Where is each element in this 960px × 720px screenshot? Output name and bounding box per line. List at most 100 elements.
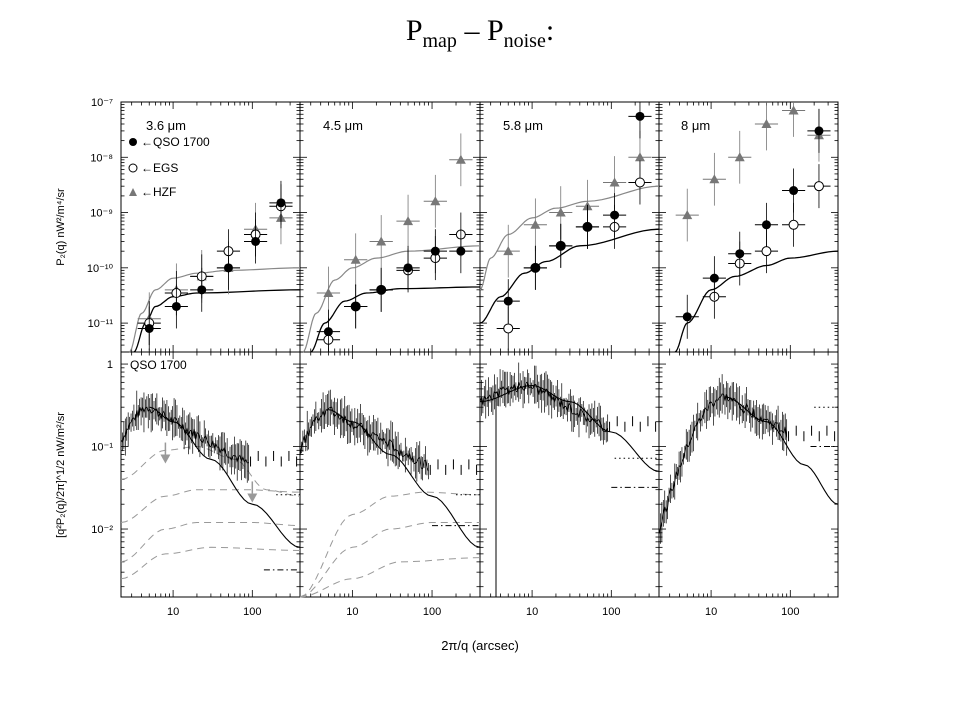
qso-point <box>351 301 361 311</box>
dashed-component-curve <box>299 491 481 598</box>
hzf-point <box>634 152 645 162</box>
qso-point <box>635 111 645 121</box>
y-tick-label: 10⁻⁷ <box>91 97 113 109</box>
egs-point <box>503 323 514 334</box>
hzf-point <box>376 236 387 246</box>
x-tick-label: 100 <box>602 606 620 618</box>
hzf-point <box>455 154 466 164</box>
panel-frames <box>120 101 839 598</box>
hzf-point <box>503 246 514 256</box>
y-tick-label: 10⁻² <box>91 524 113 536</box>
dashed-component-curve <box>120 546 301 580</box>
hzf-point <box>709 174 720 184</box>
wavelength-label: 3.6 μm <box>146 118 186 133</box>
legend-marker-egs <box>128 163 138 173</box>
model-curve <box>149 406 301 548</box>
qso-point <box>144 323 154 333</box>
wavelength-label: 5.8 μm <box>503 118 543 133</box>
qso-point <box>430 246 440 256</box>
model-curve-black <box>674 250 839 353</box>
qso-point <box>789 186 799 196</box>
qso-point <box>530 263 540 273</box>
qso-point <box>556 241 566 251</box>
panel-frame <box>658 351 839 598</box>
qso-point <box>403 263 413 273</box>
qso-point <box>761 220 771 230</box>
qso-point <box>276 198 286 208</box>
qso-point <box>610 210 620 220</box>
measured-spectrum <box>658 393 788 535</box>
x-axis-label: 2π/q (arcsec) <box>441 638 519 653</box>
wavelength-label: 4.5 μm <box>323 118 363 133</box>
dashed-component-curve <box>299 557 481 598</box>
legend-entry: ←EGS <box>141 161 178 175</box>
qso-point <box>582 222 592 232</box>
egs-point <box>761 246 772 257</box>
bottom-annotation: QSO 1700 <box>130 358 187 372</box>
model-curve-black <box>133 289 301 353</box>
x-tick-label: 100 <box>781 606 799 618</box>
gray-arrow-head <box>160 454 171 464</box>
hzf-point <box>430 196 441 206</box>
chart-labels: 10⁻⁷ 10⁻⁸ 10⁻⁹ 10⁻¹⁰ 10⁻¹¹ 1 10⁻¹ 10⁻² 10 100 10 10… <box>55 97 799 653</box>
dashed-component-curve <box>299 522 480 598</box>
y-tick-label: 10⁻¹¹ <box>88 318 114 330</box>
qso-point <box>709 273 719 283</box>
hzf-point <box>682 210 693 220</box>
hzf-point <box>788 105 799 115</box>
model-curve-black <box>310 286 480 353</box>
qso-point <box>814 126 824 136</box>
hzf-point <box>609 177 620 187</box>
qso-point <box>503 296 513 306</box>
y-tick-label: 1 <box>107 359 113 371</box>
model-curve-gray <box>128 267 301 353</box>
x-tick-label: 100 <box>243 606 261 618</box>
hzf-point <box>734 152 745 162</box>
model-curve <box>479 384 660 472</box>
qso-point <box>735 249 745 259</box>
legend-entry: ←HZF <box>141 185 176 199</box>
bottom-y-axis-label: [q²P₂(q)/2π]^1/2 nW/m²/sr <box>55 412 67 538</box>
legend-entry: ←QSO 1700 <box>141 135 210 149</box>
hzf-point <box>530 219 541 229</box>
legend-marker-qso <box>129 138 137 146</box>
panel-frame <box>479 101 660 353</box>
panel-frame <box>299 351 481 598</box>
egs-point <box>788 219 799 230</box>
hzf-point <box>555 207 566 217</box>
qso-point <box>223 263 233 273</box>
y-tick-label: 10⁻¹ <box>91 442 113 454</box>
qso-point <box>323 327 333 337</box>
qso-point <box>682 312 692 322</box>
hzf-point <box>323 288 334 298</box>
measured-spectrum <box>120 406 249 464</box>
qso-point <box>197 285 207 295</box>
model-curve-gray <box>479 185 660 291</box>
dashed-component-curve <box>120 489 300 523</box>
hzf-point <box>403 216 414 226</box>
x-tick-label: 10 <box>346 606 358 618</box>
y-tick-label: 10⁻¹⁰ <box>87 263 114 275</box>
x-tick-label: 10 <box>705 606 717 618</box>
dashed-component-curve <box>120 522 301 563</box>
panel-frame <box>120 351 301 598</box>
x-tick-label: 10 <box>167 606 179 618</box>
egs-point <box>634 177 645 188</box>
qso-point <box>171 301 181 311</box>
gray-arrow-head <box>247 493 258 503</box>
model-curve <box>328 409 481 548</box>
model-curve-black <box>479 228 660 324</box>
y-tick-label: 10⁻⁸ <box>90 152 113 164</box>
slide-title: Pmap – Pnoise: <box>405 14 555 52</box>
y-tick-label: 10⁻⁹ <box>90 208 113 220</box>
model-curve <box>724 396 839 505</box>
x-tick-label: 100 <box>423 606 441 618</box>
qso-point <box>376 285 386 295</box>
legend-marker-hzf <box>129 188 137 196</box>
egs-point <box>813 181 824 192</box>
x-tick-label: 10 <box>526 606 538 618</box>
qso-point <box>251 236 261 246</box>
panel-frame <box>299 101 481 353</box>
wavelength-label: 8 μm <box>681 118 710 133</box>
